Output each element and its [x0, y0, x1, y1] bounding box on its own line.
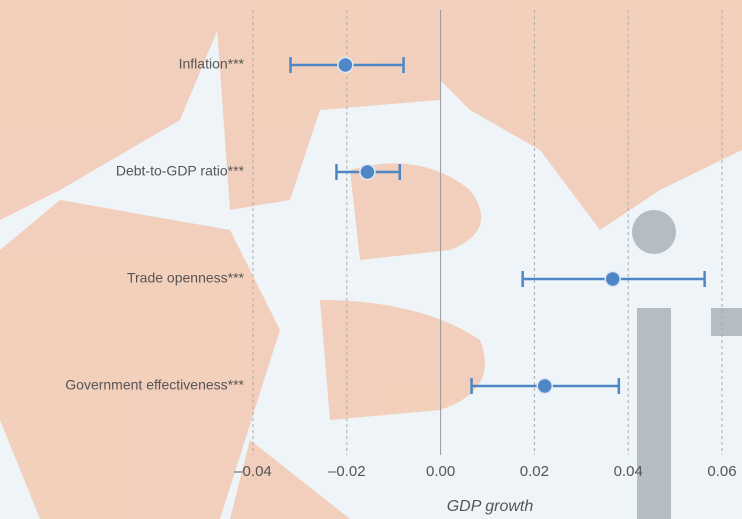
- y-tick-label: Inflation***: [179, 56, 245, 72]
- x-tick-label: 0.00: [426, 463, 455, 480]
- x-axis-label: GDP growth: [447, 498, 534, 515]
- x-tick-label: 0.02: [520, 463, 549, 480]
- x-tick-label: –0.02: [328, 463, 366, 480]
- y-tick-label: Trade openness***: [127, 270, 245, 286]
- point: [359, 163, 376, 181]
- point: [536, 377, 553, 395]
- point: [604, 270, 621, 288]
- x-tick-label: –0.04: [234, 463, 272, 480]
- x-tick-label: 0.04: [614, 463, 643, 480]
- y-tick-label: Government effectiveness***: [65, 377, 244, 393]
- y-tick-label: Debt-to-GDP ratio***: [116, 163, 245, 179]
- point: [337, 56, 354, 74]
- x-tick-label: 0.06: [707, 463, 736, 480]
